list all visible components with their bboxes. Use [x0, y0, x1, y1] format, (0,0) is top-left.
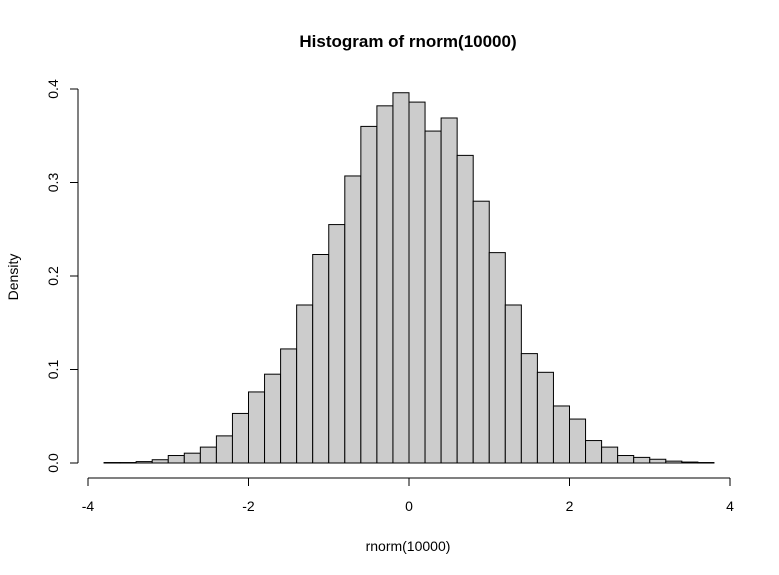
y-axis: 0.0 0.1 0.2 0.3 0.4 — [45, 79, 79, 473]
histogram-bar — [633, 456, 651, 464]
histogram-bar — [408, 101, 426, 464]
y-tick-label: 0.1 — [45, 360, 61, 380]
x-axis: -4 -2 0 2 4 — [82, 477, 734, 514]
histogram-bar — [424, 130, 442, 464]
histogram-bar — [280, 348, 298, 464]
histogram-bar — [296, 304, 314, 464]
histogram-bar — [585, 440, 603, 464]
histogram-bar — [520, 353, 538, 464]
histogram-bar — [328, 224, 346, 464]
histogram-bar — [504, 304, 522, 464]
histogram-bar — [552, 405, 571, 464]
histogram-bar — [456, 154, 474, 464]
histogram-bar — [681, 461, 699, 464]
histogram-bar — [536, 371, 554, 464]
histogram-bar — [264, 373, 282, 464]
y-tick-label: 0.0 — [45, 453, 61, 473]
histogram-bar — [601, 446, 619, 464]
histogram-bar — [392, 92, 410, 464]
histogram-bar — [697, 462, 715, 464]
histogram-bar — [360, 125, 378, 464]
chart-title: Histogram of rnorm(10000) — [299, 32, 516, 51]
y-tick-label: 0.2 — [45, 266, 61, 286]
histogram-bar — [649, 458, 667, 464]
bars-group — [103, 92, 715, 464]
histogram-bar — [119, 462, 137, 464]
histogram-bar — [617, 455, 635, 464]
histogram-bar — [183, 452, 201, 464]
y-tick-label: 0.4 — [45, 79, 61, 99]
histogram-bar — [103, 462, 121, 464]
y-tick-label: 0.3 — [45, 173, 61, 193]
histogram-bar — [344, 175, 362, 464]
histogram-bar — [248, 391, 266, 464]
histogram-bar — [472, 200, 490, 464]
x-axis-title: rnorm(10000) — [366, 538, 451, 554]
histogram-bar — [231, 412, 249, 464]
histogram-bar — [376, 105, 394, 464]
histogram-bar — [135, 461, 153, 464]
x-tick-label: -2 — [242, 498, 255, 514]
histogram-bar — [199, 446, 217, 464]
x-tick-label: 0 — [405, 498, 413, 514]
histogram-bar — [312, 254, 330, 464]
histogram-bar — [569, 418, 587, 464]
histogram-bar — [488, 252, 506, 464]
histogram-bar — [665, 460, 683, 464]
histogram-bar — [440, 117, 458, 464]
x-tick-label: 4 — [726, 498, 734, 514]
histogram-bar — [215, 435, 233, 464]
x-tick-label: -4 — [82, 498, 95, 514]
histogram-bar — [151, 459, 169, 464]
y-axis-title: Density — [5, 254, 21, 301]
histogram-bar — [167, 455, 185, 464]
x-tick-label: 2 — [566, 498, 574, 514]
